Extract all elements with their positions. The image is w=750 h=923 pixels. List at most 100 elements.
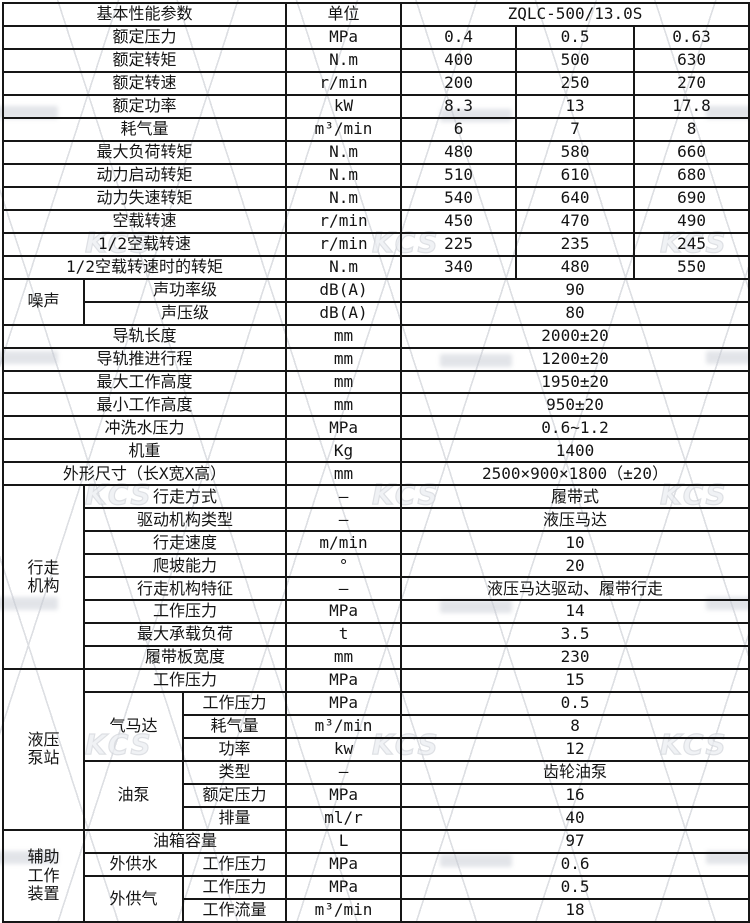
unit-cell: mm: [285, 461, 403, 487]
value-cell: 640: [515, 185, 636, 211]
param-cell: 油箱容量: [82, 828, 288, 854]
header-basic-params: 基本性能参数: [1, 2, 288, 27]
unit-cell: MPa: [285, 851, 403, 877]
unit-cell: r/min: [285, 70, 403, 96]
value-cell: 630: [633, 47, 750, 73]
param-cell: 功率: [181, 737, 288, 762]
value-cell: 0.63: [633, 24, 750, 50]
value-cell: 0.5: [515, 24, 636, 50]
unit-cell: L: [285, 828, 403, 854]
header-model: ZQLC-500/13.0S: [400, 2, 750, 27]
unit-cell: r/min: [285, 231, 403, 257]
param-cell: 空载转速: [1, 208, 288, 234]
value-cell: 12: [400, 737, 750, 762]
param-cell: 履带板宽度: [82, 645, 288, 671]
group-oil-pump: 油泵: [83, 759, 184, 831]
value-cell: 0.4: [400, 24, 518, 50]
value-cell: 90: [400, 277, 750, 303]
value-cell: 20: [400, 553, 750, 579]
value-cell: 230: [400, 645, 750, 671]
param-cell: 排量: [181, 805, 288, 831]
param-cell: 行走速度: [82, 530, 288, 556]
param-cell: 行走机构特征: [82, 576, 288, 602]
param-cell: 耗气量: [181, 714, 288, 739]
value-cell: 340: [400, 254, 518, 280]
param-cell: 工作压力: [181, 874, 288, 900]
value-cell: 245: [633, 231, 750, 257]
value-cell: 0.5: [400, 691, 750, 717]
param-cell: 工作压力: [181, 851, 288, 877]
unit-cell: MPa: [285, 874, 403, 900]
param-cell: 导轨长度: [1, 323, 288, 349]
param-cell: 声功率级: [82, 277, 288, 303]
param-cell: 冲洗水压力: [1, 415, 288, 441]
unit-cell: MPa: [285, 668, 403, 694]
value-cell: 10: [400, 530, 750, 556]
unit-cell: m³/min: [285, 714, 403, 739]
value-cell: 490: [633, 208, 750, 234]
value-cell: 500: [515, 47, 636, 73]
section-travel-mechanism: 行走 机构: [2, 484, 85, 671]
value-cell: 液压马达驱动、履带行走: [400, 576, 750, 602]
unit-cell: r/min: [285, 208, 403, 234]
unit-cell: N.m: [285, 47, 403, 73]
unit-cell: mm: [285, 392, 403, 418]
section-hydraulic-pump-station: 液压 泵站: [2, 668, 85, 831]
section-auxiliary-device: 辅助 工作 装置: [2, 828, 85, 923]
param-cell: 额定压力: [1, 24, 288, 50]
value-cell: 225: [400, 231, 518, 257]
value-cell: 80: [400, 300, 750, 326]
group-air-motor: 气马达: [83, 691, 184, 762]
unit-cell: m³/min: [285, 116, 403, 142]
value-cell: 470: [515, 208, 636, 234]
value-cell: 580: [515, 139, 636, 165]
unit-cell: dB(A): [285, 300, 403, 326]
param-cell: 机重: [1, 438, 288, 464]
value-cell: 液压马达: [400, 507, 750, 533]
unit-cell: kw: [285, 737, 403, 762]
value-cell: 0.6~1.2: [400, 415, 750, 441]
value-cell: 1950±20: [400, 369, 750, 395]
value-cell: 7: [515, 116, 636, 142]
param-cell: 额定压力: [181, 782, 288, 808]
value-cell: 8: [633, 116, 750, 142]
param-cell: 声压级: [82, 300, 288, 326]
param-cell: 工作压力: [181, 691, 288, 717]
value-cell: 200: [400, 70, 518, 96]
value-cell: 400: [400, 47, 518, 73]
unit-cell: —: [285, 759, 403, 785]
value-cell: 15: [400, 668, 750, 694]
unit-cell: MPa: [285, 691, 403, 717]
unit-cell: N.m: [285, 162, 403, 188]
unit-cell: MPa: [285, 782, 403, 808]
value-cell: 6: [400, 116, 518, 142]
param-cell: 工作压力: [82, 668, 288, 694]
unit-cell: MPa: [285, 415, 403, 441]
value-cell: 540: [400, 185, 518, 211]
unit-cell: MPa: [285, 599, 403, 625]
unit-cell: kW: [285, 93, 403, 119]
value-cell: 510: [400, 162, 518, 188]
unit-cell: °: [285, 553, 403, 579]
unit-cell: —: [285, 484, 403, 510]
param-cell: 最大工作高度: [1, 369, 288, 395]
param-cell: 最大负荷转矩: [1, 139, 288, 165]
value-cell: 660: [633, 139, 750, 165]
value-cell: 履带式: [400, 484, 750, 510]
unit-cell: mm: [285, 323, 403, 349]
param-cell: 动力失速转矩: [1, 185, 288, 211]
unit-cell: t: [285, 622, 403, 648]
value-cell: 2000±20: [400, 323, 750, 349]
value-cell: 16: [400, 782, 750, 808]
value-cell: 480: [400, 139, 518, 165]
unit-cell: m/min: [285, 530, 403, 556]
value-cell: 8: [400, 714, 750, 739]
unit-cell: N.m: [285, 254, 403, 280]
unit-cell: mm: [285, 369, 403, 395]
value-cell: 550: [633, 254, 750, 280]
value-cell: 14: [400, 599, 750, 625]
value-cell: 1200±20: [400, 346, 750, 372]
param-cell: 行走方式: [82, 484, 288, 510]
value-cell: 齿轮油泵: [400, 759, 750, 785]
